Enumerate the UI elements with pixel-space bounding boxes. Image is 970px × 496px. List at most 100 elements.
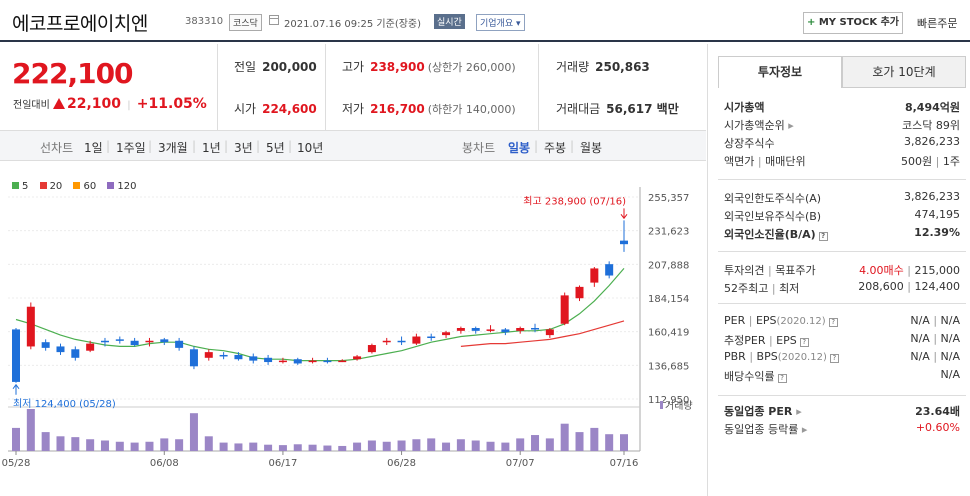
quote-datetime: 2021.07.16 09:25 기준(장중) [284, 19, 422, 30]
candle-body [575, 286, 584, 299]
y-tick-label: 231,623 [648, 227, 689, 238]
info-row-value: 500원 | 1주 [901, 153, 960, 169]
volume-legend-swatch [660, 401, 663, 409]
tab-1w[interactable]: 1주일 [116, 141, 146, 155]
high-label: 고가 [342, 60, 365, 74]
info-row: 외국인소진율(B/A)? 12.39% [724, 224, 960, 242]
info-row: PER | EPS(2020.12)? N/A | N/A [724, 312, 960, 330]
section-divider [718, 179, 966, 180]
open-label: 시가 [234, 102, 257, 116]
candle-body [531, 328, 540, 330]
tab-1d[interactable]: 1일 [84, 141, 103, 155]
volume-bar [86, 439, 95, 451]
candle-body [486, 329, 495, 331]
info-row-label: 외국인한도주식수(A) [724, 190, 821, 206]
info-value-secondary: 1주 [942, 155, 960, 168]
separator: | [106, 139, 111, 153]
ma20-line [460, 320, 625, 347]
x-tick-label: 05/28 [2, 458, 31, 469]
legend-ma5: 5 [12, 181, 28, 192]
tab-1y[interactable]: 1년 [202, 141, 221, 155]
info-row-value: 474,195 [915, 208, 961, 221]
section-divider [718, 303, 966, 304]
volume-bar [442, 442, 451, 451]
arrow-right-icon[interactable]: ▸ [792, 405, 802, 418]
calendar-icon [269, 15, 279, 25]
tab-weekly[interactable]: 주봉 [544, 141, 567, 155]
company-overview-label: 기업개요 [480, 19, 514, 29]
day-open: 시가 224,600 [234, 100, 317, 117]
candle-body [26, 306, 35, 347]
candle-body [249, 356, 258, 361]
volume-value: 250,863 [595, 60, 650, 74]
stock-name: 에코프로에이치엔 [12, 13, 148, 35]
quick-order-link[interactable]: 빠른주문 [917, 17, 958, 30]
info-row-label: 추정PER | EPS? [724, 332, 809, 348]
x-tick-label: 06/08 [150, 458, 179, 469]
info-row-value: 23.64배 [915, 403, 960, 419]
stock-code: 383310 [185, 16, 224, 27]
info-row-label: 투자의견 | 목표주가 [724, 262, 816, 278]
current-price-box: 222,100 전일대비 22,100 | +11.05% [0, 44, 218, 131]
candle-chart-label: 봉차트 [462, 141, 496, 155]
arrow-right-icon[interactable]: ▸ [784, 119, 794, 132]
volume-bar [100, 440, 109, 451]
info-row-label: PBR | BPS(2020.12)? [724, 350, 839, 363]
help-icon[interactable]: ? [829, 354, 839, 363]
volume-bar [26, 409, 35, 451]
info-row-label: 시가총액 [724, 99, 764, 115]
candle-body [204, 352, 213, 358]
info-label-period: (2020.12) [777, 352, 827, 363]
x-tick-label: 06/17 [269, 458, 298, 469]
x-tick-label: 07/16 [610, 458, 639, 469]
add-mystock-button[interactable]: + MY STOCK 추가 [803, 12, 903, 34]
tab-orderbook-10[interactable]: 호가 10단계 [842, 56, 966, 88]
volume-bar [71, 437, 80, 451]
company-overview-dropdown[interactable]: 기업개요 ▾ [476, 14, 525, 31]
tab-daily[interactable]: 일봉 [508, 141, 531, 155]
candle-body [189, 349, 198, 367]
info-row: 52주최고 | 최저 208,600 | 124,400 [724, 278, 960, 296]
tab-3m[interactable]: 3개월 [158, 141, 188, 155]
volume-bar [145, 441, 154, 451]
prev-close: 전일 200,000 [234, 58, 317, 75]
candle-body [293, 359, 302, 364]
y-tick-label: 160,419 [648, 328, 689, 339]
separator: | [192, 139, 197, 153]
candle-body [382, 340, 391, 343]
volume-bar [397, 440, 406, 451]
tab-3y[interactable]: 3년 [234, 141, 253, 155]
candle-body [219, 354, 228, 357]
volume-bar [486, 441, 495, 451]
separator: | [903, 280, 915, 293]
prev-close-label: 전일 [234, 60, 257, 74]
lower-limit: (하한가 140,000) [427, 103, 516, 116]
volume-bar [56, 436, 65, 451]
volume-bar [516, 438, 525, 451]
legend-ma60: 60 [73, 181, 96, 192]
info-value: 코스닥 89위 [902, 119, 960, 132]
tab-invest-info[interactable]: 투자정보 [718, 56, 842, 88]
info-row: 외국인한도주식수(A) 3,826,233 [724, 188, 960, 206]
tab-10y[interactable]: 10년 [297, 141, 324, 155]
price-chart[interactable]: 5 20 60 120 255,357 231,623 207,888 184,154… [0, 161, 706, 496]
info-row-label: 상장주식수 [724, 135, 775, 151]
help-icon[interactable]: ? [777, 374, 787, 383]
help-icon[interactable]: ? [818, 232, 828, 241]
arrow-right-icon[interactable]: ▸ [798, 423, 808, 436]
info-row: 동일업종 등락률 ▸ +0.60% [724, 419, 960, 437]
volume-bar [130, 442, 139, 451]
volume-bar [323, 445, 332, 451]
tab-5y[interactable]: 5년 [266, 141, 285, 155]
info-row-label: 시가총액순위 ▸ [724, 117, 794, 133]
tab-monthly[interactable]: 월봉 [580, 141, 603, 155]
info-group-g1: 시가총액 8,494억원 시가총액순위 ▸ 코스닥 89위 상장주식수 3,826,233… [724, 97, 960, 169]
help-icon[interactable]: ? [828, 318, 838, 327]
realtime-button[interactable]: 실시간 [434, 14, 465, 29]
info-group-g4: PER | EPS(2020.12)? N/A | N/A 추정PER | EPS?… [724, 312, 960, 384]
separator: | [127, 100, 131, 111]
candle-body [234, 354, 243, 360]
info-label-secondary: EPS [776, 334, 797, 347]
help-icon[interactable]: ? [799, 338, 809, 347]
info-label: 52주최고 [724, 282, 769, 295]
